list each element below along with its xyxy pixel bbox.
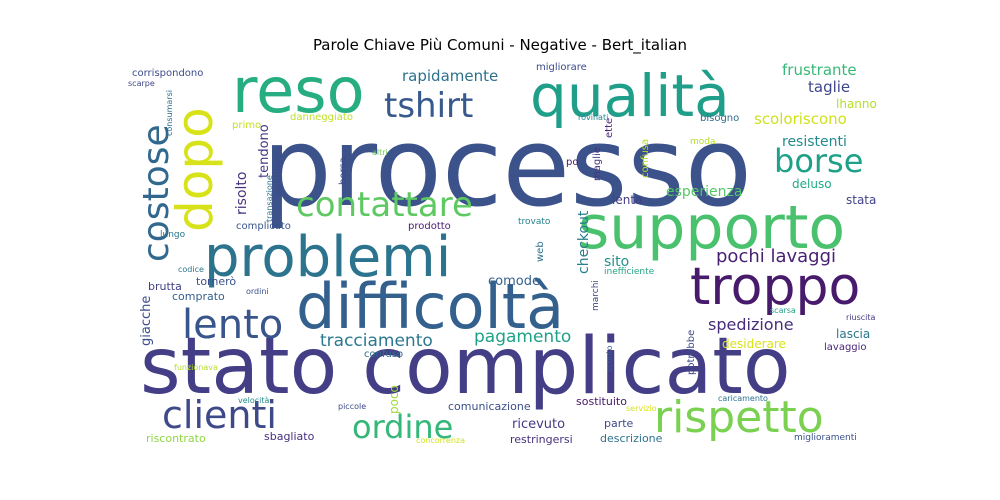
word-ricevuto: ricevuto (512, 417, 565, 432)
word-lhanno: lhanno (836, 97, 877, 111)
word-sostituito: sostituito (576, 395, 627, 408)
word-giacche: giacche (139, 296, 154, 346)
word-riscontrato: riscontrato (146, 432, 206, 445)
word-funzionava: funzionava (174, 363, 218, 372)
word-comprato: comprato (172, 290, 225, 303)
word-maglie: maglie (592, 147, 603, 181)
word-deludente: deludente (274, 145, 285, 196)
word-parte: parte (604, 417, 634, 430)
word-trovato: trovato (518, 217, 551, 227)
word-scarpe: scarpe (128, 79, 155, 88)
word-tornerò: tornerò (196, 275, 236, 288)
word-pagamento: pagamento (474, 327, 571, 347)
word-reso: reso (232, 54, 365, 127)
word-scoloriscono: scoloriscono (754, 110, 847, 128)
word-inefficiente: inefficiente (604, 267, 655, 277)
word-pochi-lavaggi: pochi lavaggi (716, 246, 836, 267)
word-tendono: tendono (257, 124, 272, 178)
chart-title: Parole Chiave Più Comuni - Negative - Be… (312, 36, 688, 54)
word-dopo: dopo (166, 107, 224, 232)
word-ordine: ordine (352, 408, 453, 446)
word-bisogno: bisogno (700, 113, 739, 124)
word-migliorare: migliorare (536, 62, 587, 73)
word-lascia: lascia (836, 327, 870, 341)
word-stata: stata (846, 193, 876, 207)
word-checkout: checkout (576, 210, 592, 274)
word-contattare: contattare (296, 185, 473, 225)
word-resistenti: resistenti (782, 134, 847, 150)
word-ordini: ordini (246, 287, 269, 296)
word-sbagliato: sbagliato (264, 430, 315, 443)
word-spedizione: spedizione (708, 315, 794, 334)
word-esperienza: esperienza (666, 184, 742, 200)
word-descrizione: descrizione (600, 432, 663, 445)
word-primo: primo (232, 120, 261, 131)
word-concorrenza: concorrenza (416, 436, 465, 445)
word-rovinati: rovinati (578, 113, 608, 122)
word-corrispondono: corrispondono (132, 68, 203, 79)
word-risolto: risolto (234, 172, 250, 215)
word-taglie: taglie (808, 78, 850, 96)
word-moda: moda (690, 137, 716, 147)
word-supporto: supporto (578, 193, 845, 263)
word-transazione: transazione (265, 175, 274, 222)
word-comunicazione: comunicazione (448, 400, 531, 413)
word-caricamento: caricamento (718, 394, 768, 403)
word-problemi: problemi (204, 225, 451, 290)
word-tshirt: tshirt (384, 86, 473, 126)
word-comode: comode (488, 274, 540, 289)
word-lenta: lenta (612, 193, 642, 207)
word-velocità: velocità (238, 396, 270, 405)
word-qualità: qualità (530, 62, 730, 130)
word-riuscita: riuscita (846, 313, 876, 322)
word-scarsa: scarsa (770, 306, 796, 315)
word-codice: codice (178, 265, 204, 274)
word-sconto: sconto (605, 345, 614, 372)
word-marchi: marchi (591, 280, 601, 311)
word-deluso: deluso (792, 177, 832, 191)
word-altri: altri (372, 148, 388, 157)
word-ette: ette (604, 118, 615, 138)
word-prodotto: prodotto (408, 221, 451, 232)
word-lungo: lungo (160, 230, 186, 240)
word-consumarsi: consumarsi (165, 90, 174, 136)
word-rapidamente: rapidamente (402, 67, 498, 85)
word-miglioramenti: miglioramenti (794, 433, 857, 443)
word-piccole: piccole (338, 402, 366, 411)
word-rispetto: rispetto (654, 392, 824, 443)
word-processo: processo (262, 103, 752, 231)
word-brutta: brutta (148, 280, 182, 293)
word-difficoltà: difficoltà (296, 270, 564, 343)
word-complicato: complicato (236, 221, 291, 232)
word-po: po (566, 157, 578, 168)
word-potrebbe: potrebbe (686, 330, 697, 375)
word-desiderare: desiderare (722, 337, 786, 351)
word-borsa: borsa (338, 157, 349, 185)
word-stato-complicato: stato complicato (140, 322, 791, 412)
word-danneggiato: danneggiato (290, 112, 353, 123)
word-servizio: servizio (626, 404, 657, 413)
word-confuso: confuso (364, 349, 403, 360)
word-sito: sito (604, 254, 629, 270)
word-tracciamento: tracciamento (320, 331, 433, 351)
word-borse: borse (774, 142, 863, 180)
word-lento: lento (182, 302, 283, 348)
word-clienti: clienti (162, 393, 277, 437)
word-confusa: confusa (640, 139, 651, 178)
word-frustrante: frustrante (782, 61, 857, 79)
word-troppo: troppo (690, 257, 860, 317)
word-costose: costose (136, 124, 177, 262)
word-restringersi: restringersi (510, 433, 573, 446)
word-web: web (535, 241, 546, 262)
word-poco: poco (387, 385, 401, 414)
word-lavaggio: lavaggio (824, 342, 867, 353)
